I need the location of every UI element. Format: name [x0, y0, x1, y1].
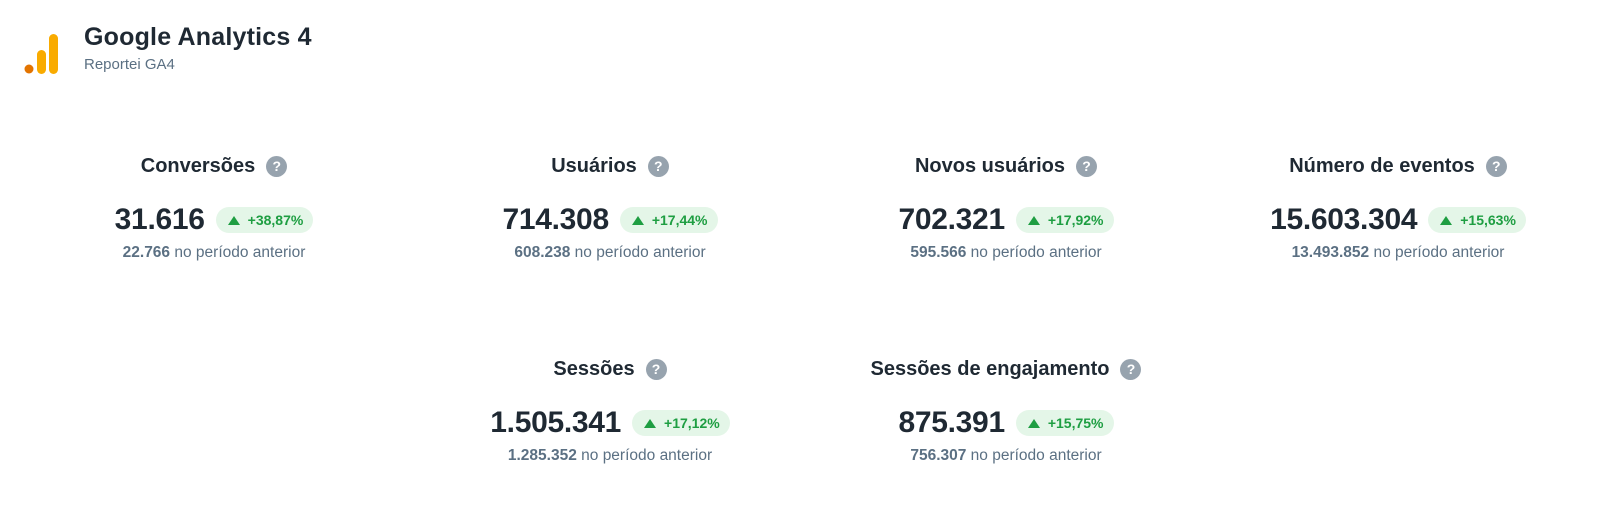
- previous-period-line: 608.238 no período anterior: [514, 244, 705, 262]
- delta-percent: +15,63%: [1460, 212, 1516, 228]
- delta-percent: +17,12%: [664, 415, 720, 431]
- metric-card-novos-usuarios: Novos usuários ? 702.321 +17,92% 595.566…: [806, 152, 1206, 262]
- previous-value: 22.766: [122, 244, 171, 261]
- metric-card-numero-de-eventos: Número de eventos ? 15.603.304 +15,63% 1…: [1198, 152, 1598, 262]
- previous-value: 13.493.852: [1291, 244, 1370, 261]
- metric-header: Novos usuários ?: [914, 152, 1098, 180]
- metric-value: 1.505.341: [490, 406, 622, 439]
- previous-value: 608.238: [514, 244, 571, 261]
- previous-period-line: 756.307 no período anterior: [910, 447, 1101, 465]
- metric-card-sessoes: Sessões ? 1.505.341 +17,12% 1.285.352 no…: [410, 355, 810, 465]
- metric-value-row: 15.603.304 +15,63%: [1270, 200, 1526, 240]
- delta-percent: +17,44%: [651, 212, 708, 228]
- previous-label: no período anterior: [174, 244, 306, 261]
- metric-header: Número de eventos ?: [1289, 152, 1507, 180]
- previous-label: no período anterior: [574, 244, 706, 261]
- metric-card-sessoes-de-engajamento: Sessões de engajamento ? 875.391 +15,75%…: [806, 355, 1206, 465]
- metric-header: Sessões ?: [553, 355, 667, 383]
- arrow-up-icon: [1027, 418, 1040, 428]
- metric-title: Número de eventos: [1289, 154, 1475, 177]
- metric-title: Sessões: [553, 357, 635, 380]
- delta-badge: +15,63%: [1428, 207, 1526, 233]
- arrow-up-icon: [644, 418, 657, 428]
- delta-badge: +15,75%: [1015, 410, 1114, 436]
- arrow-up-icon: [1027, 215, 1040, 225]
- previous-label: no período anterior: [581, 447, 713, 464]
- previous-period-line: 595.566 no período anterior: [910, 244, 1101, 262]
- previous-label: no período anterior: [970, 447, 1102, 464]
- help-icon[interactable]: ?: [1485, 155, 1507, 177]
- widget-header: Google Analytics 4 Reportei GA4: [24, 22, 312, 76]
- previous-label: no período anterior: [970, 244, 1102, 261]
- delta-badge: +17,12%: [632, 410, 730, 436]
- metric-header: Sessões de engajamento ?: [871, 355, 1142, 383]
- arrow-up-icon: [631, 215, 644, 225]
- header-text: Google Analytics 4 Reportei GA4: [84, 22, 312, 74]
- previous-label: no período anterior: [1373, 244, 1505, 261]
- delta-percent: +38,87%: [247, 212, 304, 228]
- metric-header: Conversões ?: [141, 152, 288, 180]
- delta-badge: +38,87%: [215, 207, 314, 233]
- arrow-up-icon: [1440, 215, 1453, 225]
- help-icon[interactable]: ?: [645, 358, 667, 380]
- metric-value-row: 714.308 +17,44%: [502, 200, 718, 240]
- help-icon[interactable]: ?: [266, 155, 288, 177]
- metric-value: 31.616: [114, 203, 205, 236]
- delta-badge: +17,92%: [1015, 207, 1114, 233]
- metric-title: Conversões: [140, 154, 256, 177]
- delta-percent: +15,75%: [1047, 415, 1104, 431]
- previous-value: 756.307: [910, 447, 967, 464]
- metric-title: Usuários: [551, 154, 637, 177]
- metric-value: 714.308: [502, 203, 609, 236]
- metric-header: Usuários ?: [551, 152, 669, 180]
- metric-value: 702.321: [898, 203, 1005, 236]
- metric-value: 15.603.304: [1270, 203, 1418, 236]
- help-icon[interactable]: ?: [1120, 358, 1142, 380]
- previous-period-line: 1.285.352 no período anterior: [508, 447, 712, 465]
- metric-value-row: 31.616 +38,87%: [115, 200, 314, 240]
- arrow-up-icon: [227, 215, 240, 225]
- previous-period-line: 13.493.852 no período anterior: [1292, 244, 1505, 262]
- previous-period-line: 22.766 no período anterior: [123, 244, 306, 262]
- help-icon[interactable]: ?: [647, 155, 669, 177]
- metric-value-row: 875.391 +15,75%: [898, 403, 1114, 443]
- widget-subtitle: Reportei GA4: [84, 56, 175, 73]
- delta-badge: +17,44%: [619, 207, 718, 233]
- previous-value: 1.285.352: [507, 447, 577, 464]
- google-analytics-logo-icon: [24, 34, 58, 74]
- delta-percent: +17,92%: [1047, 212, 1104, 228]
- metric-title: Sessões de engajamento: [870, 357, 1110, 380]
- previous-value: 595.566: [910, 244, 967, 261]
- metric-value: 875.391: [898, 406, 1005, 439]
- metric-title: Novos usuários: [914, 154, 1066, 177]
- metric-value-row: 1.505.341 +17,12%: [490, 403, 730, 443]
- metric-value-row: 702.321 +17,92%: [898, 200, 1114, 240]
- metric-card-usuarios: Usuários ? 714.308 +17,44% 608.238 no pe…: [410, 152, 810, 262]
- metric-card-conversoes: Conversões ? 31.616 +38,87% 22.766 no pe…: [14, 152, 414, 262]
- help-icon[interactable]: ?: [1076, 155, 1098, 177]
- widget-title: Google Analytics 4: [84, 23, 312, 51]
